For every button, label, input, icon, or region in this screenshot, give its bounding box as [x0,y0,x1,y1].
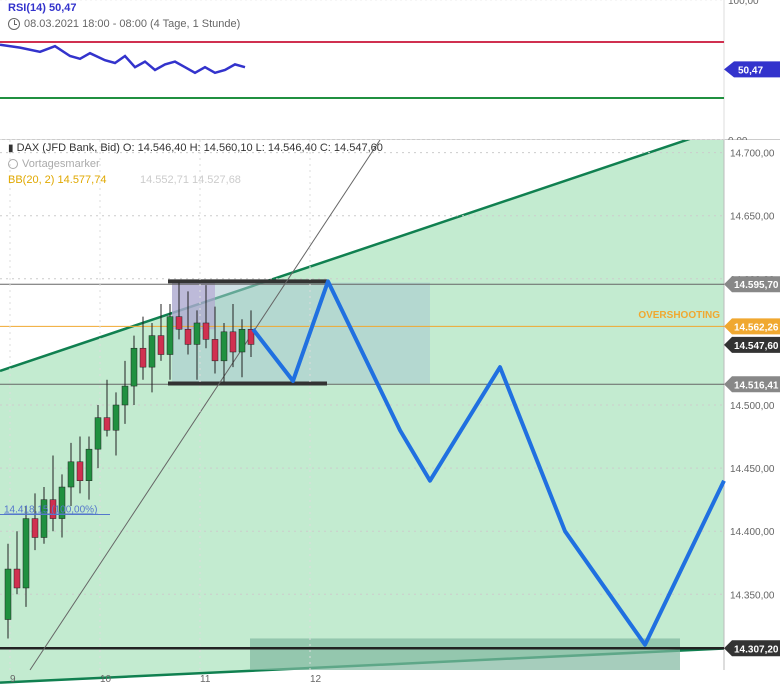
svg-text:14.547,60: 14.547,60 [734,341,779,352]
rsi-title-value: 50,47 [49,2,77,14]
svg-text:14.400,00: 14.400,00 [730,527,775,538]
symbol-header: ▮ DAX (JFD Bank, Bid) O: 14.546,40 H: 14… [8,142,383,154]
svg-text:14.516,41: 14.516,41 [734,380,779,391]
rsi-panel[interactable]: RSI(14) 50,47 08.03.2021 18:00 - 08:00 (… [0,0,780,140]
svg-text:14.562,26: 14.562,26 [734,322,779,333]
overshooting-label: OVERSHOOTING [638,310,720,321]
price-chart[interactable]: 14.700,0014.650,0014.600,0014.500,0014.4… [0,140,780,687]
candlestick-icon: ▮ [8,143,14,154]
clock-icon [8,18,20,30]
rsi-title: RSI(14) 50,47 [8,2,77,14]
settings-icon[interactable] [8,159,18,169]
svg-text:100,00: 100,00 [728,0,759,7]
svg-text:14.500,00: 14.500,00 [730,401,775,412]
svg-text:50,47: 50,47 [738,65,763,76]
time-range-label: 08.03.2021 18:00 - 08:00 (4 Tage, 1 Stun… [24,18,240,30]
svg-text:10: 10 [100,674,112,685]
ohlc-label: DAX (JFD Bank, Bid) O: 14.546,40 H: 14.5… [17,142,383,154]
svg-text:14.418,15 (100,00%): 14.418,15 (100,00%) [4,504,97,515]
svg-text:11: 11 [200,674,211,685]
svg-text:14.350,00: 14.350,00 [730,590,775,601]
svg-text:9: 9 [10,674,16,685]
bollinger-label-gray: 14.552,71 14.527,68 [140,174,241,186]
svg-text:14.595,70: 14.595,70 [734,280,779,291]
svg-text:14.450,00: 14.450,00 [730,464,775,475]
svg-text:12: 12 [310,674,322,685]
vortagesmarker-label: Vortagesmarker [22,158,100,170]
vortagesmarker-row: Vortagesmarker [8,158,100,170]
bollinger-label-gold: BB(20, 2) 14.577,74 [8,174,106,186]
svg-text:14.650,00: 14.650,00 [730,212,775,223]
price-panel[interactable]: ▮ DAX (JFD Bank, Bid) O: 14.546,40 H: 14… [0,140,780,687]
time-header: 08.03.2021 18:00 - 08:00 (4 Tage, 1 Stun… [8,18,240,30]
svg-text:14.700,00: 14.700,00 [730,149,775,160]
rsi-title-prefix: RSI(14) [8,2,46,14]
svg-text:14.307,20: 14.307,20 [734,644,779,655]
